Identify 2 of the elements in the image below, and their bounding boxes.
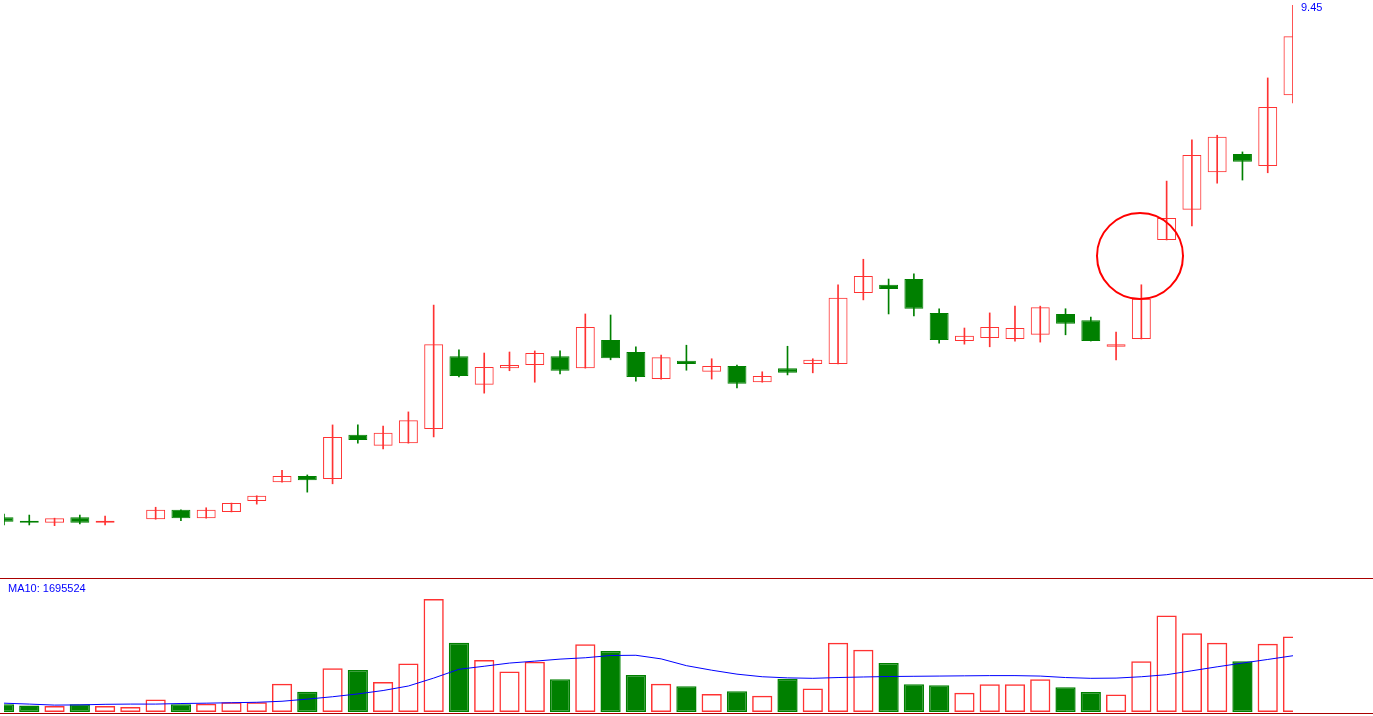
annotation: 9.45: [1301, 1, 1323, 14]
text: MA10: 1695524: [8, 582, 86, 595]
